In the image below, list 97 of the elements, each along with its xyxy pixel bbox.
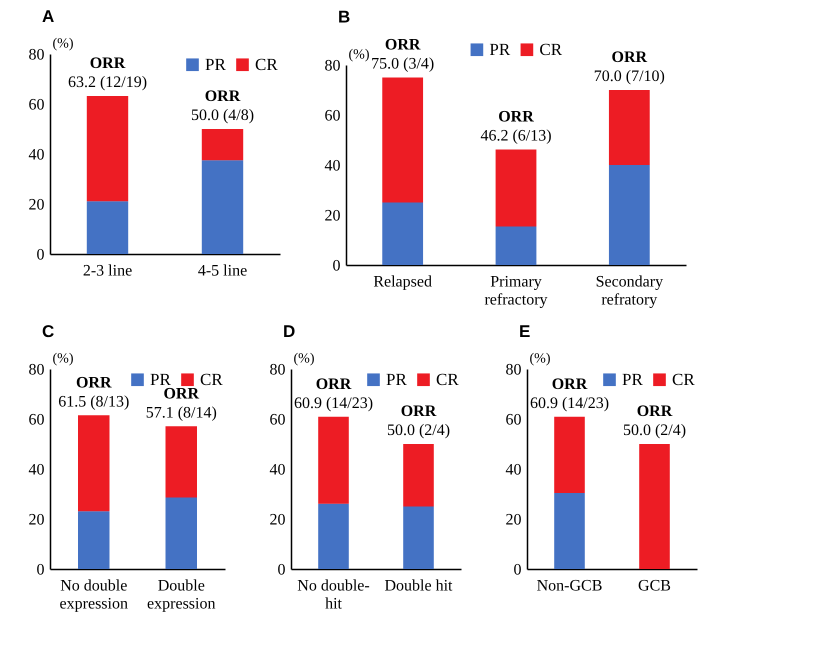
y-tick-label: 40 [270,462,286,478]
bar [403,444,434,506]
annotation: 70.0 (7/10) [594,68,665,85]
x-tick-label: Double expression [147,578,216,612]
y-tick-label: 0 [332,258,340,274]
y-tick-label: 80 [28,46,44,64]
y-tick-label: 80 [270,362,286,378]
annotation: 63.2 (12/19) [68,74,148,91]
y-tick-label: 20 [28,512,44,528]
y-axis-title: (%) [294,352,315,366]
annotation: 50.0 (4/8) [190,107,254,124]
legend-label: PR [489,40,511,59]
annotation: ORR [612,49,648,66]
bar [639,444,670,569]
annotation: 60.9 (14/23) [294,394,374,412]
x-tick-label: No double-hit [297,578,370,612]
y-tick-label: 80 [324,58,340,74]
y-tick-label: 20 [506,512,522,528]
annotation: ORR [552,376,588,393]
chart-title: D [283,322,296,341]
y-tick-label: 0 [278,562,286,578]
bar [202,129,244,160]
legend-label: PR [386,370,408,389]
annotation: 46.2 (6/13) [480,128,552,144]
annotation: ORR [90,55,126,72]
chart-title: A [42,7,54,26]
annotation: ORR [316,376,352,393]
legend-label: CR [539,40,563,59]
y-tick-label: 0 [514,562,522,578]
bar [86,201,128,254]
bar [86,96,128,202]
y-tick-label: 60 [28,412,44,428]
y-tick-label: 40 [506,462,522,478]
legend-label: PR [205,54,226,74]
x-tick-label: 4-5 line [198,262,248,280]
annotation: ORR [384,36,421,54]
annotation: 57.1 (8/14) [146,404,217,422]
y-tick-label: 20 [28,196,44,214]
y-tick-label: 60 [324,108,340,124]
bar [166,426,197,498]
annotation: ORR [498,108,534,126]
bar [608,165,650,265]
annotation: ORR [76,374,112,392]
y-tick-label: 60 [506,412,522,428]
legend-label: CR [436,370,460,389]
annotation: 60.9 (14/23) [530,394,610,412]
x-tick-label: Double hit [384,578,454,594]
x-tick-label: 2-3 line [82,262,132,280]
y-tick-label: 0 [36,562,44,578]
legend-label: CR [255,54,278,74]
y-tick-label: 20 [270,512,286,528]
y-tick-label: 40 [324,158,340,174]
y-tick-label: 80 [506,362,522,378]
x-tick-label: Relapsed [373,274,432,290]
chart-title: C [42,322,54,341]
y-tick-label: 20 [324,208,340,224]
bar [403,506,434,569]
annotation: 75.0 (3/4) [371,56,434,72]
bar [554,493,585,569]
y-axis-title: (%) [530,352,551,366]
annotation: 50.0 (2/4) [386,422,450,439]
annotation: 61.5 (8/13) [58,393,130,410]
bar [202,160,244,254]
y-tick-label: 40 [28,146,44,164]
bar [496,226,536,265]
annotation: ORR [400,403,437,420]
x-tick-label: GCB [638,578,671,594]
annotation: 50.0 (2/4) [622,422,686,439]
x-tick-label: Non-GCB [536,578,602,594]
chart-title: B [338,8,350,26]
y-axis-title: (%) [52,36,74,52]
y-tick-label: 60 [28,96,44,114]
bar [554,416,585,493]
bar [608,90,650,165]
bar [166,498,197,569]
y-tick-label: 60 [270,412,286,428]
annotation: ORR [204,88,241,105]
legend-label: CR [672,370,696,389]
y-tick-label: 40 [28,462,44,478]
annotation: ORR [636,403,673,420]
bar [318,416,349,504]
bar [382,202,424,265]
y-tick-label: 80 [28,362,44,378]
legend-label: CR [200,370,224,389]
chart-title: E [519,322,530,341]
y-axis-title: (%) [348,48,370,62]
y-tick-label: 0 [36,246,44,264]
legend-label: PR [622,370,644,389]
y-axis-title: (%) [52,352,74,366]
bar [78,511,110,569]
x-tick-label: No double expression [60,578,128,612]
x-tick-label: Primary refractory [484,274,548,308]
bar [78,415,110,512]
x-tick-label: Secondary refratory [596,274,664,308]
bar [382,78,424,202]
bar [318,504,349,569]
bar [496,150,536,226]
